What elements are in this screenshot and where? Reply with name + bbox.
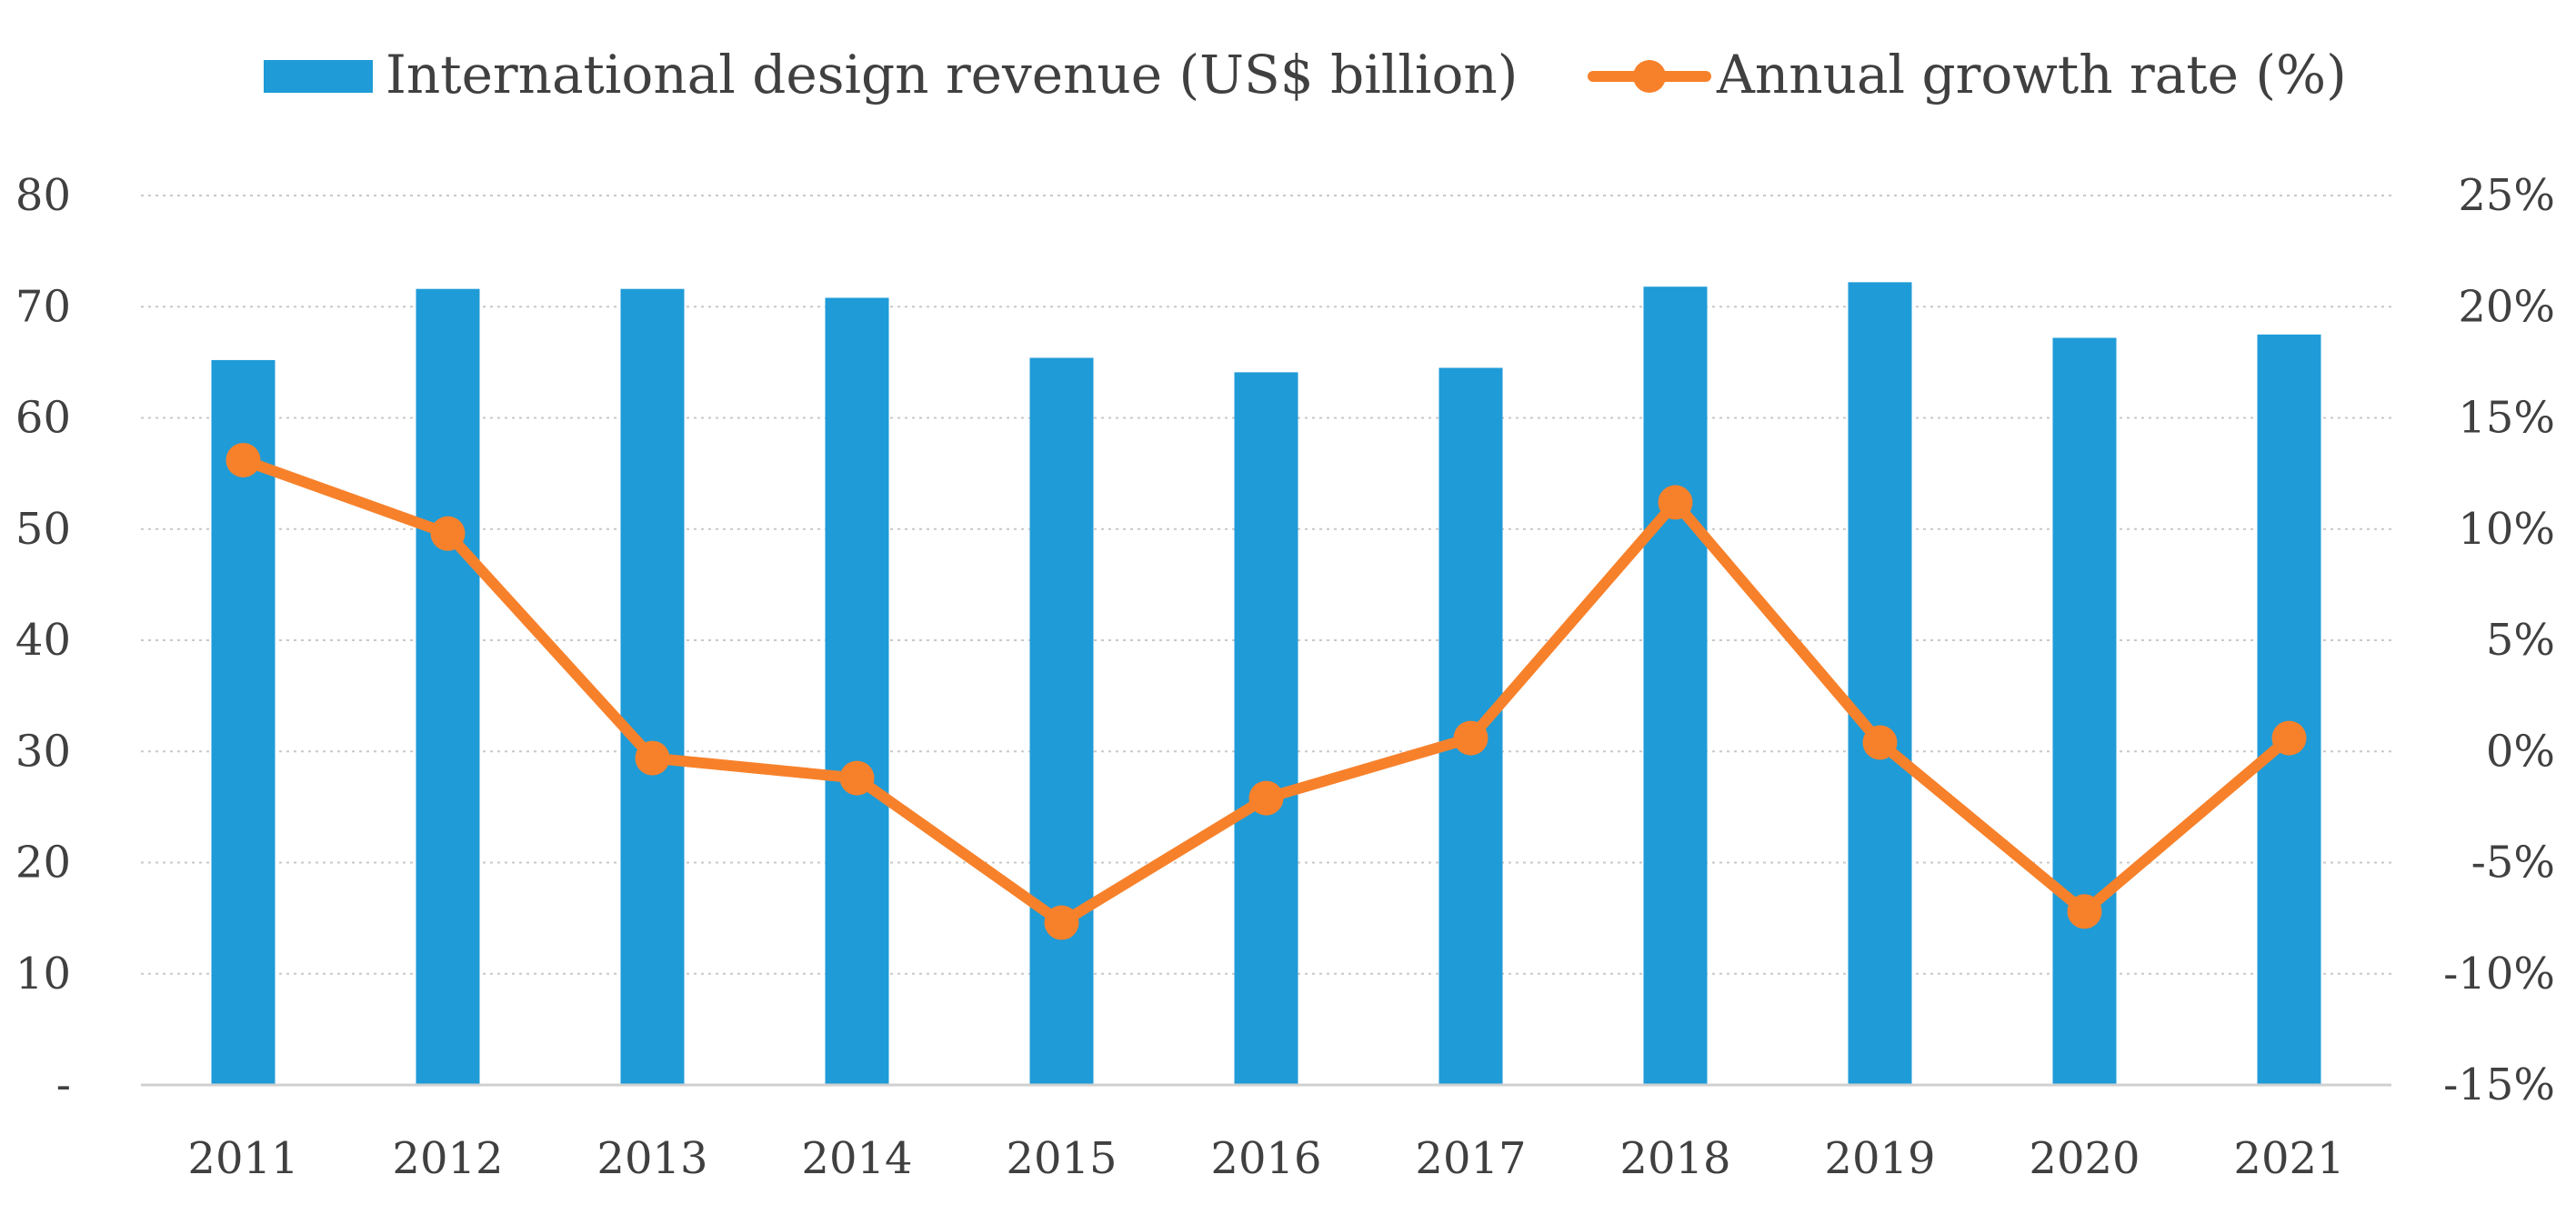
x-tick-label: 2016 [1210, 1133, 1321, 1184]
x-tick-label: 2021 [2233, 1133, 2344, 1184]
growth-point-2013 [635, 740, 670, 776]
bar-2021 [2257, 334, 2321, 1085]
x-tick-label: 2011 [187, 1133, 298, 1184]
left-tick-label: 20 [15, 838, 71, 889]
left-y-axis: - 10 20 30 40 50 60 70 80 [15, 170, 71, 1110]
growth-point-2011 [226, 442, 261, 477]
right-tick-label: 25% [2458, 170, 2555, 221]
x-tick-label: 2013 [596, 1133, 707, 1184]
growth-point-2014 [839, 760, 875, 796]
left-tick-label: 30 [15, 726, 71, 777]
left-tick-label: 10 [15, 949, 71, 999]
legend-label-revenue: International design revenue (US$ billio… [386, 44, 1518, 105]
x-tick-label: 2019 [1824, 1133, 1935, 1184]
right-tick-label: 0% [2486, 726, 2555, 777]
bar-2016 [1234, 372, 1298, 1085]
left-tick-label: - [56, 1059, 71, 1110]
bar-2019 [1848, 282, 1912, 1086]
bar-2020 [2052, 337, 2117, 1086]
legend-bar-swatch [264, 60, 373, 93]
growth-point-2016 [1248, 780, 1284, 816]
legend-label-growth: Annual growth rate (%) [1716, 44, 2347, 105]
bar-2014 [825, 297, 889, 1086]
right-y-axis: -15% -10% -5% 0% 5% 10% 15% 20% 25% [2443, 170, 2555, 1110]
x-tick-label: 2018 [1619, 1133, 1730, 1184]
right-tick-label: -15% [2443, 1059, 2555, 1110]
growth-point-2017 [1453, 720, 1488, 756]
right-tick-label: -5% [2471, 838, 2555, 889]
left-tick-label: 50 [15, 504, 71, 555]
legend: International design revenue (US$ billio… [264, 44, 2347, 105]
growth-line-series [226, 442, 2307, 940]
growth-point-2019 [1862, 725, 1898, 760]
bar-series [211, 282, 2321, 1086]
bar-2013 [620, 288, 685, 1085]
x-axis: 2011 2012 2013 2014 2015 2016 2017 2018 2019 2020… [187, 1133, 2344, 1184]
x-tick-label: 2017 [1415, 1133, 1526, 1184]
right-tick-label: 15% [2458, 393, 2555, 444]
right-tick-label: 20% [2458, 281, 2555, 332]
left-tick-label: 40 [15, 615, 71, 666]
x-tick-label: 2020 [2029, 1133, 2140, 1184]
growth-point-2021 [2271, 720, 2307, 756]
growth-point-2012 [430, 516, 466, 551]
x-tick-label: 2014 [801, 1133, 912, 1184]
bar-2012 [416, 288, 480, 1085]
bar-2018 [1643, 286, 1708, 1085]
right-tick-label: 10% [2458, 504, 2555, 555]
bar-2015 [1029, 357, 1094, 1085]
left-tick-label: 80 [15, 170, 71, 221]
x-tick-label: 2015 [1006, 1133, 1117, 1184]
bar-2011 [211, 359, 276, 1085]
x-tick-label: 2012 [392, 1133, 503, 1184]
left-tick-label: 70 [15, 281, 71, 332]
right-tick-label: -10% [2443, 949, 2555, 999]
legend-line-marker [1633, 60, 1666, 93]
left-tick-label: 60 [15, 393, 71, 444]
growth-point-2018 [1658, 485, 1693, 520]
growth-point-2020 [2067, 894, 2102, 929]
growth-point-2015 [1044, 905, 1079, 940]
right-tick-label: 5% [2486, 615, 2555, 666]
